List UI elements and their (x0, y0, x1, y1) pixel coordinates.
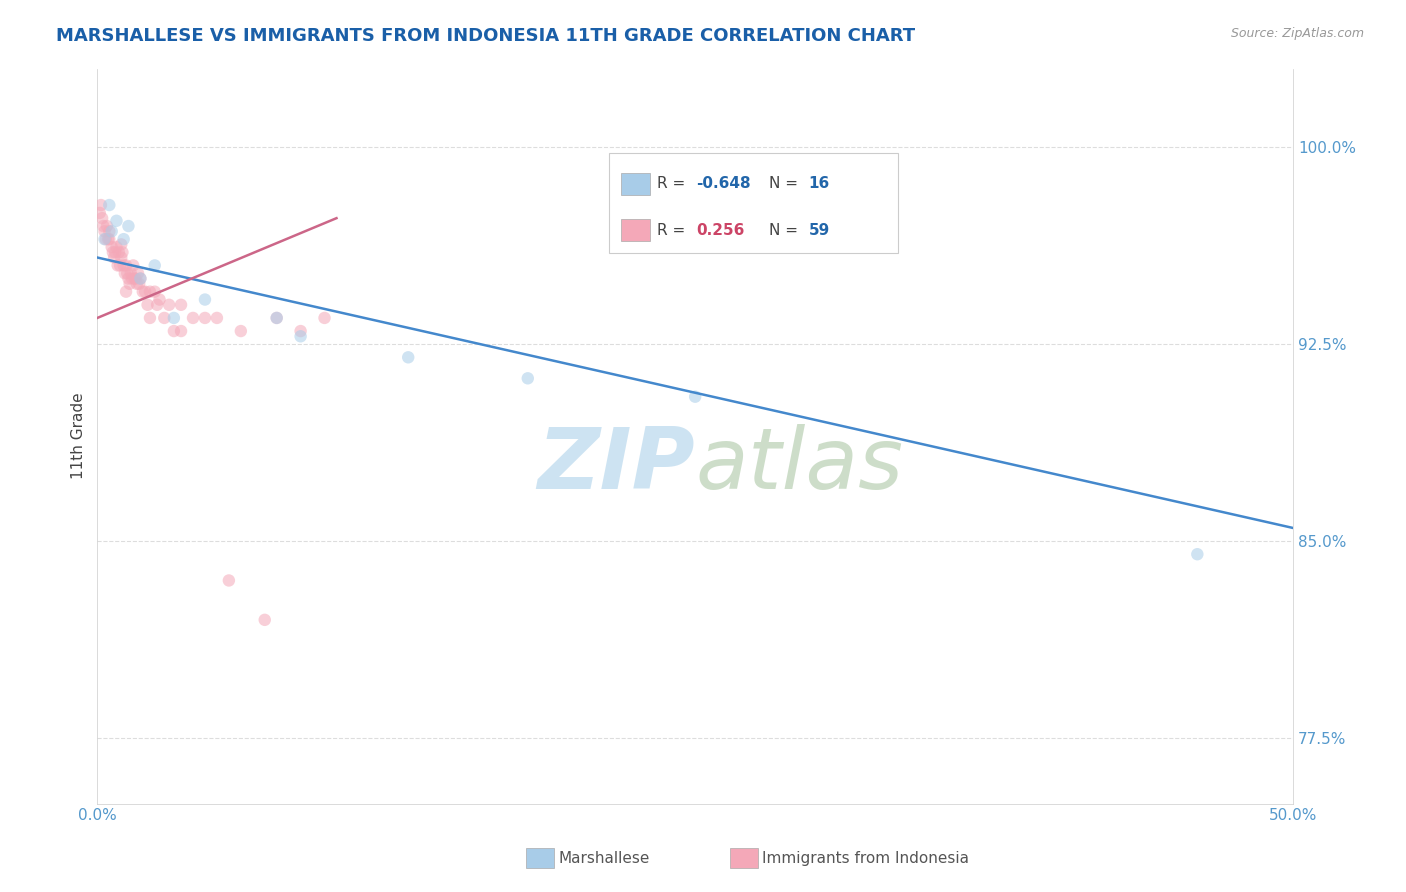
Point (115, 259, 138, 273)
Point (107, 259, 129, 273)
Point (143, 285, 166, 299)
Point (194, 293, 217, 307)
Point (253, 613, 276, 627)
Point (89, 206, 111, 220)
Point (139, 310, 162, 325)
Point (181, 310, 204, 325)
Text: MARSHALLESE VS IMMIGRANTS FROM INDONESIA 11TH GRADE CORRELATION CHART: MARSHALLESE VS IMMIGRANTS FROM INDONESIA… (56, 27, 915, 45)
Point (117, 271, 139, 285)
Point (266, 310, 288, 325)
Point (98, 232, 121, 246)
Point (125, 277, 148, 291)
Point (290, 329, 312, 343)
Point (105, 240, 128, 254)
Point (91, 211, 114, 226)
Point (93, 232, 115, 246)
Point (112, 232, 135, 246)
Y-axis label: 11th Grade: 11th Grade (72, 392, 86, 479)
Point (108, 245, 131, 260)
Point (108, 259, 131, 273)
Point (218, 574, 240, 588)
Point (170, 298, 193, 312)
Point (98, 224, 121, 238)
Point (127, 266, 149, 280)
Point (163, 324, 186, 338)
Point (124, 271, 146, 285)
Text: ZIP: ZIP (537, 424, 695, 507)
Text: Immigrants from Indonesia: Immigrants from Indonesia (762, 851, 969, 865)
Text: N =: N = (769, 177, 803, 192)
Point (103, 251, 125, 265)
Point (96, 219, 118, 233)
Point (146, 298, 169, 312)
Text: 59: 59 (808, 223, 830, 237)
Point (205, 310, 228, 325)
Point (115, 285, 138, 299)
Text: atlas: atlas (695, 424, 903, 507)
Point (124, 271, 146, 285)
Point (104, 245, 127, 260)
Point (1187, 547, 1209, 561)
Text: 0.256: 0.256 (696, 223, 744, 237)
Point (90, 198, 112, 212)
Point (129, 271, 152, 285)
Point (118, 277, 141, 291)
Point (98, 198, 121, 212)
Text: N =: N = (769, 223, 803, 237)
Point (153, 310, 176, 325)
Text: Marshallese: Marshallese (558, 851, 650, 865)
Point (290, 324, 312, 338)
Point (134, 285, 156, 299)
Point (101, 245, 124, 260)
Point (396, 351, 419, 365)
Point (112, 259, 135, 273)
Point (97, 232, 120, 246)
Point (110, 251, 132, 265)
Text: Source: ZipAtlas.com: Source: ZipAtlas.com (1230, 27, 1364, 40)
Point (100, 224, 122, 238)
Point (136, 298, 159, 312)
Point (93, 224, 115, 238)
Point (170, 324, 193, 338)
Point (111, 245, 134, 260)
Point (516, 371, 538, 385)
Point (143, 259, 166, 273)
Text: R =: R = (657, 223, 690, 237)
Point (117, 219, 139, 233)
Point (148, 293, 170, 307)
Point (194, 310, 217, 325)
Text: R =: R = (657, 177, 690, 192)
Point (91, 219, 114, 233)
Point (157, 298, 180, 312)
Text: 16: 16 (808, 177, 830, 192)
Point (105, 214, 128, 228)
Point (110, 237, 132, 252)
Point (115, 266, 138, 280)
Point (94, 232, 117, 246)
Point (163, 310, 186, 325)
Point (128, 277, 150, 291)
Point (314, 310, 336, 325)
Point (120, 266, 142, 280)
Point (129, 271, 152, 285)
Point (229, 324, 252, 338)
Point (132, 285, 155, 299)
Point (122, 259, 145, 273)
Point (266, 310, 288, 325)
Text: -0.648: -0.648 (696, 177, 751, 192)
Point (114, 266, 136, 280)
Point (100, 240, 122, 254)
Point (139, 285, 162, 299)
Point (121, 271, 143, 285)
Point (683, 390, 706, 404)
